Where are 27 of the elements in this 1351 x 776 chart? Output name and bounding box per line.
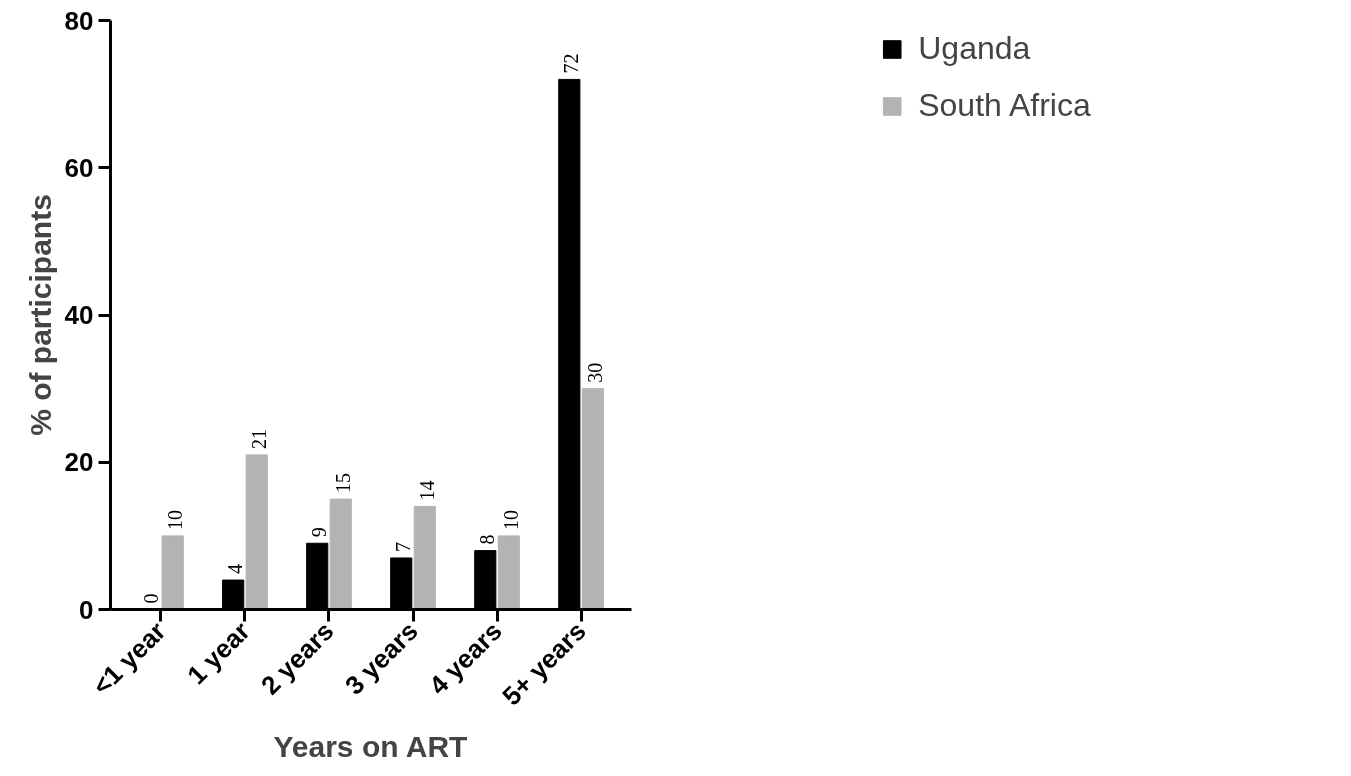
data-label: 10 (163, 509, 186, 530)
legend-label: South Africa (918, 87, 1091, 124)
data-label: 21 (247, 428, 270, 449)
x-axis-title: Years on ART (273, 729, 468, 763)
data-label: 30 (583, 362, 606, 383)
bar (245, 454, 268, 610)
y-tick-label: 0 (79, 594, 94, 625)
data-label: 0 (140, 593, 163, 604)
bar (413, 505, 436, 610)
bar (497, 535, 520, 610)
y-tick-label: 20 (64, 447, 94, 478)
bar (161, 535, 184, 610)
y-tick-label: 60 (64, 152, 94, 183)
data-label: 10 (499, 509, 522, 530)
data-label: 72 (560, 53, 583, 74)
data-label: 15 (331, 473, 354, 494)
data-label: 8 (476, 534, 499, 545)
data-label: 7 (392, 541, 415, 552)
y-tick-label: 80 (64, 5, 94, 36)
data-label: 14 (415, 480, 438, 501)
y-tick-label: 40 (64, 300, 94, 330)
data-label: 9 (308, 527, 331, 538)
data-label: 4 (224, 564, 247, 575)
bar (581, 388, 604, 610)
legend-label: Uganda (918, 30, 1031, 67)
bar (329, 498, 352, 610)
y-axis-title: % of participants (23, 194, 57, 436)
